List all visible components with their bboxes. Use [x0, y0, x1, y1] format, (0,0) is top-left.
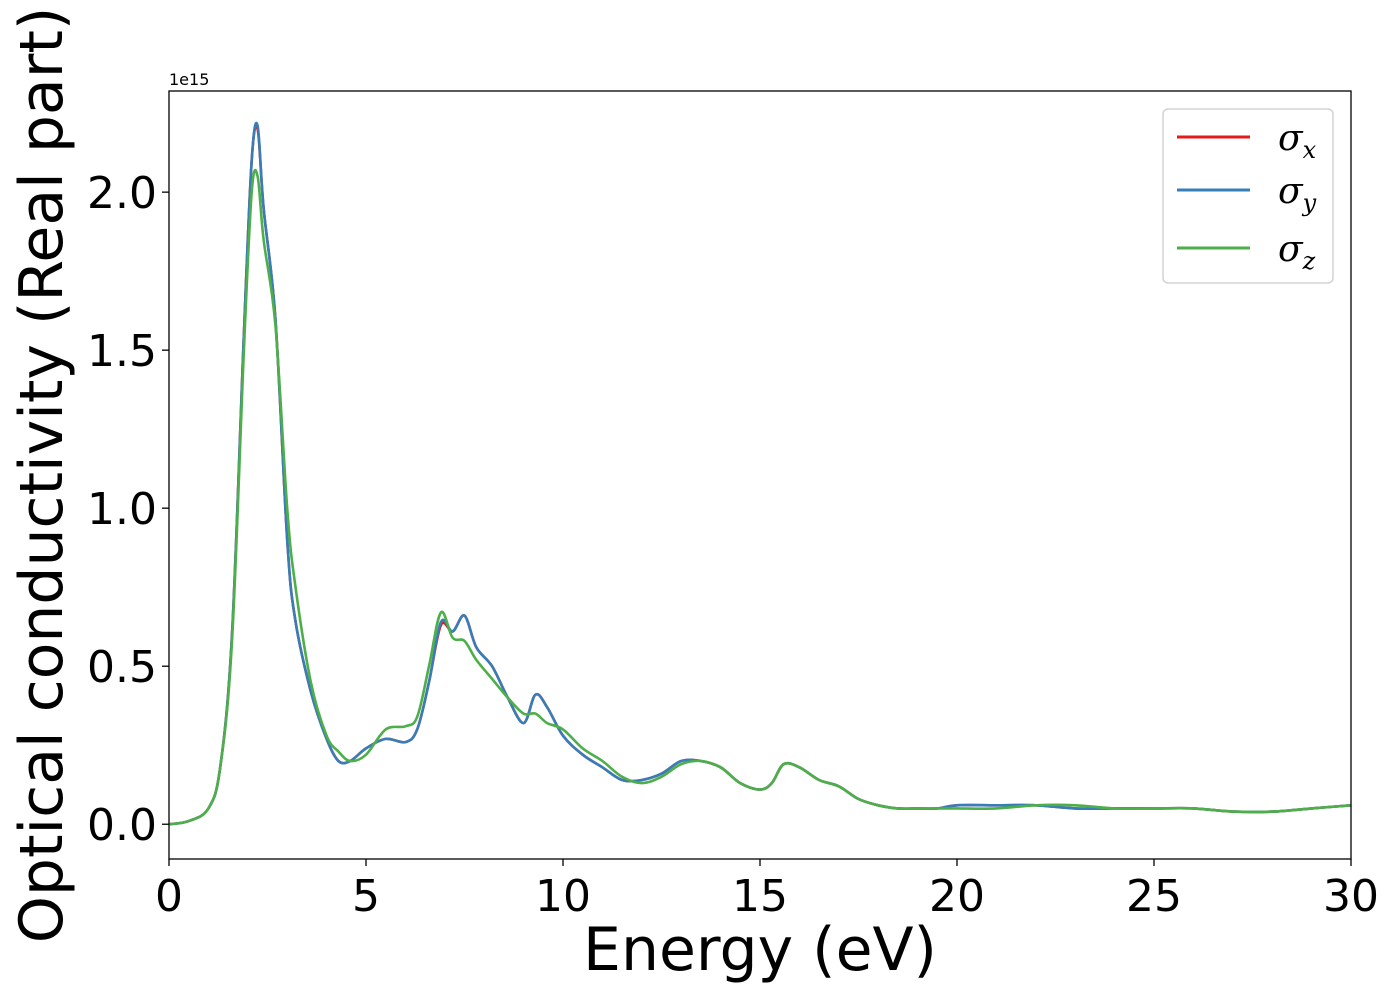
x-tick-label: 25	[1126, 871, 1182, 922]
y-axis-title: Optical conductivity (Real part)	[7, 7, 77, 944]
x-tick-label: 20	[929, 871, 985, 922]
y-tick-label: 2.0	[87, 168, 157, 219]
y-tick-label: 1.5	[87, 326, 157, 377]
y-axis-ticks: 0.0 0.5 1.0 1.5 2.0	[87, 168, 169, 851]
x-tick-label: 30	[1323, 871, 1379, 922]
x-tick-label: 0	[155, 871, 183, 922]
y-offset-label: 1e15	[169, 70, 209, 89]
x-tick-label: 5	[352, 871, 380, 922]
y-tick-label: 0.0	[87, 800, 157, 851]
legend: σx σy σz	[1163, 109, 1333, 283]
x-axis-ticks: 0 5 10 15 20 25 30	[155, 859, 1379, 922]
x-axis-title: Energy (eV)	[583, 915, 937, 985]
y-tick-label: 0.5	[87, 642, 157, 693]
y-tick-label: 1.0	[87, 484, 157, 535]
